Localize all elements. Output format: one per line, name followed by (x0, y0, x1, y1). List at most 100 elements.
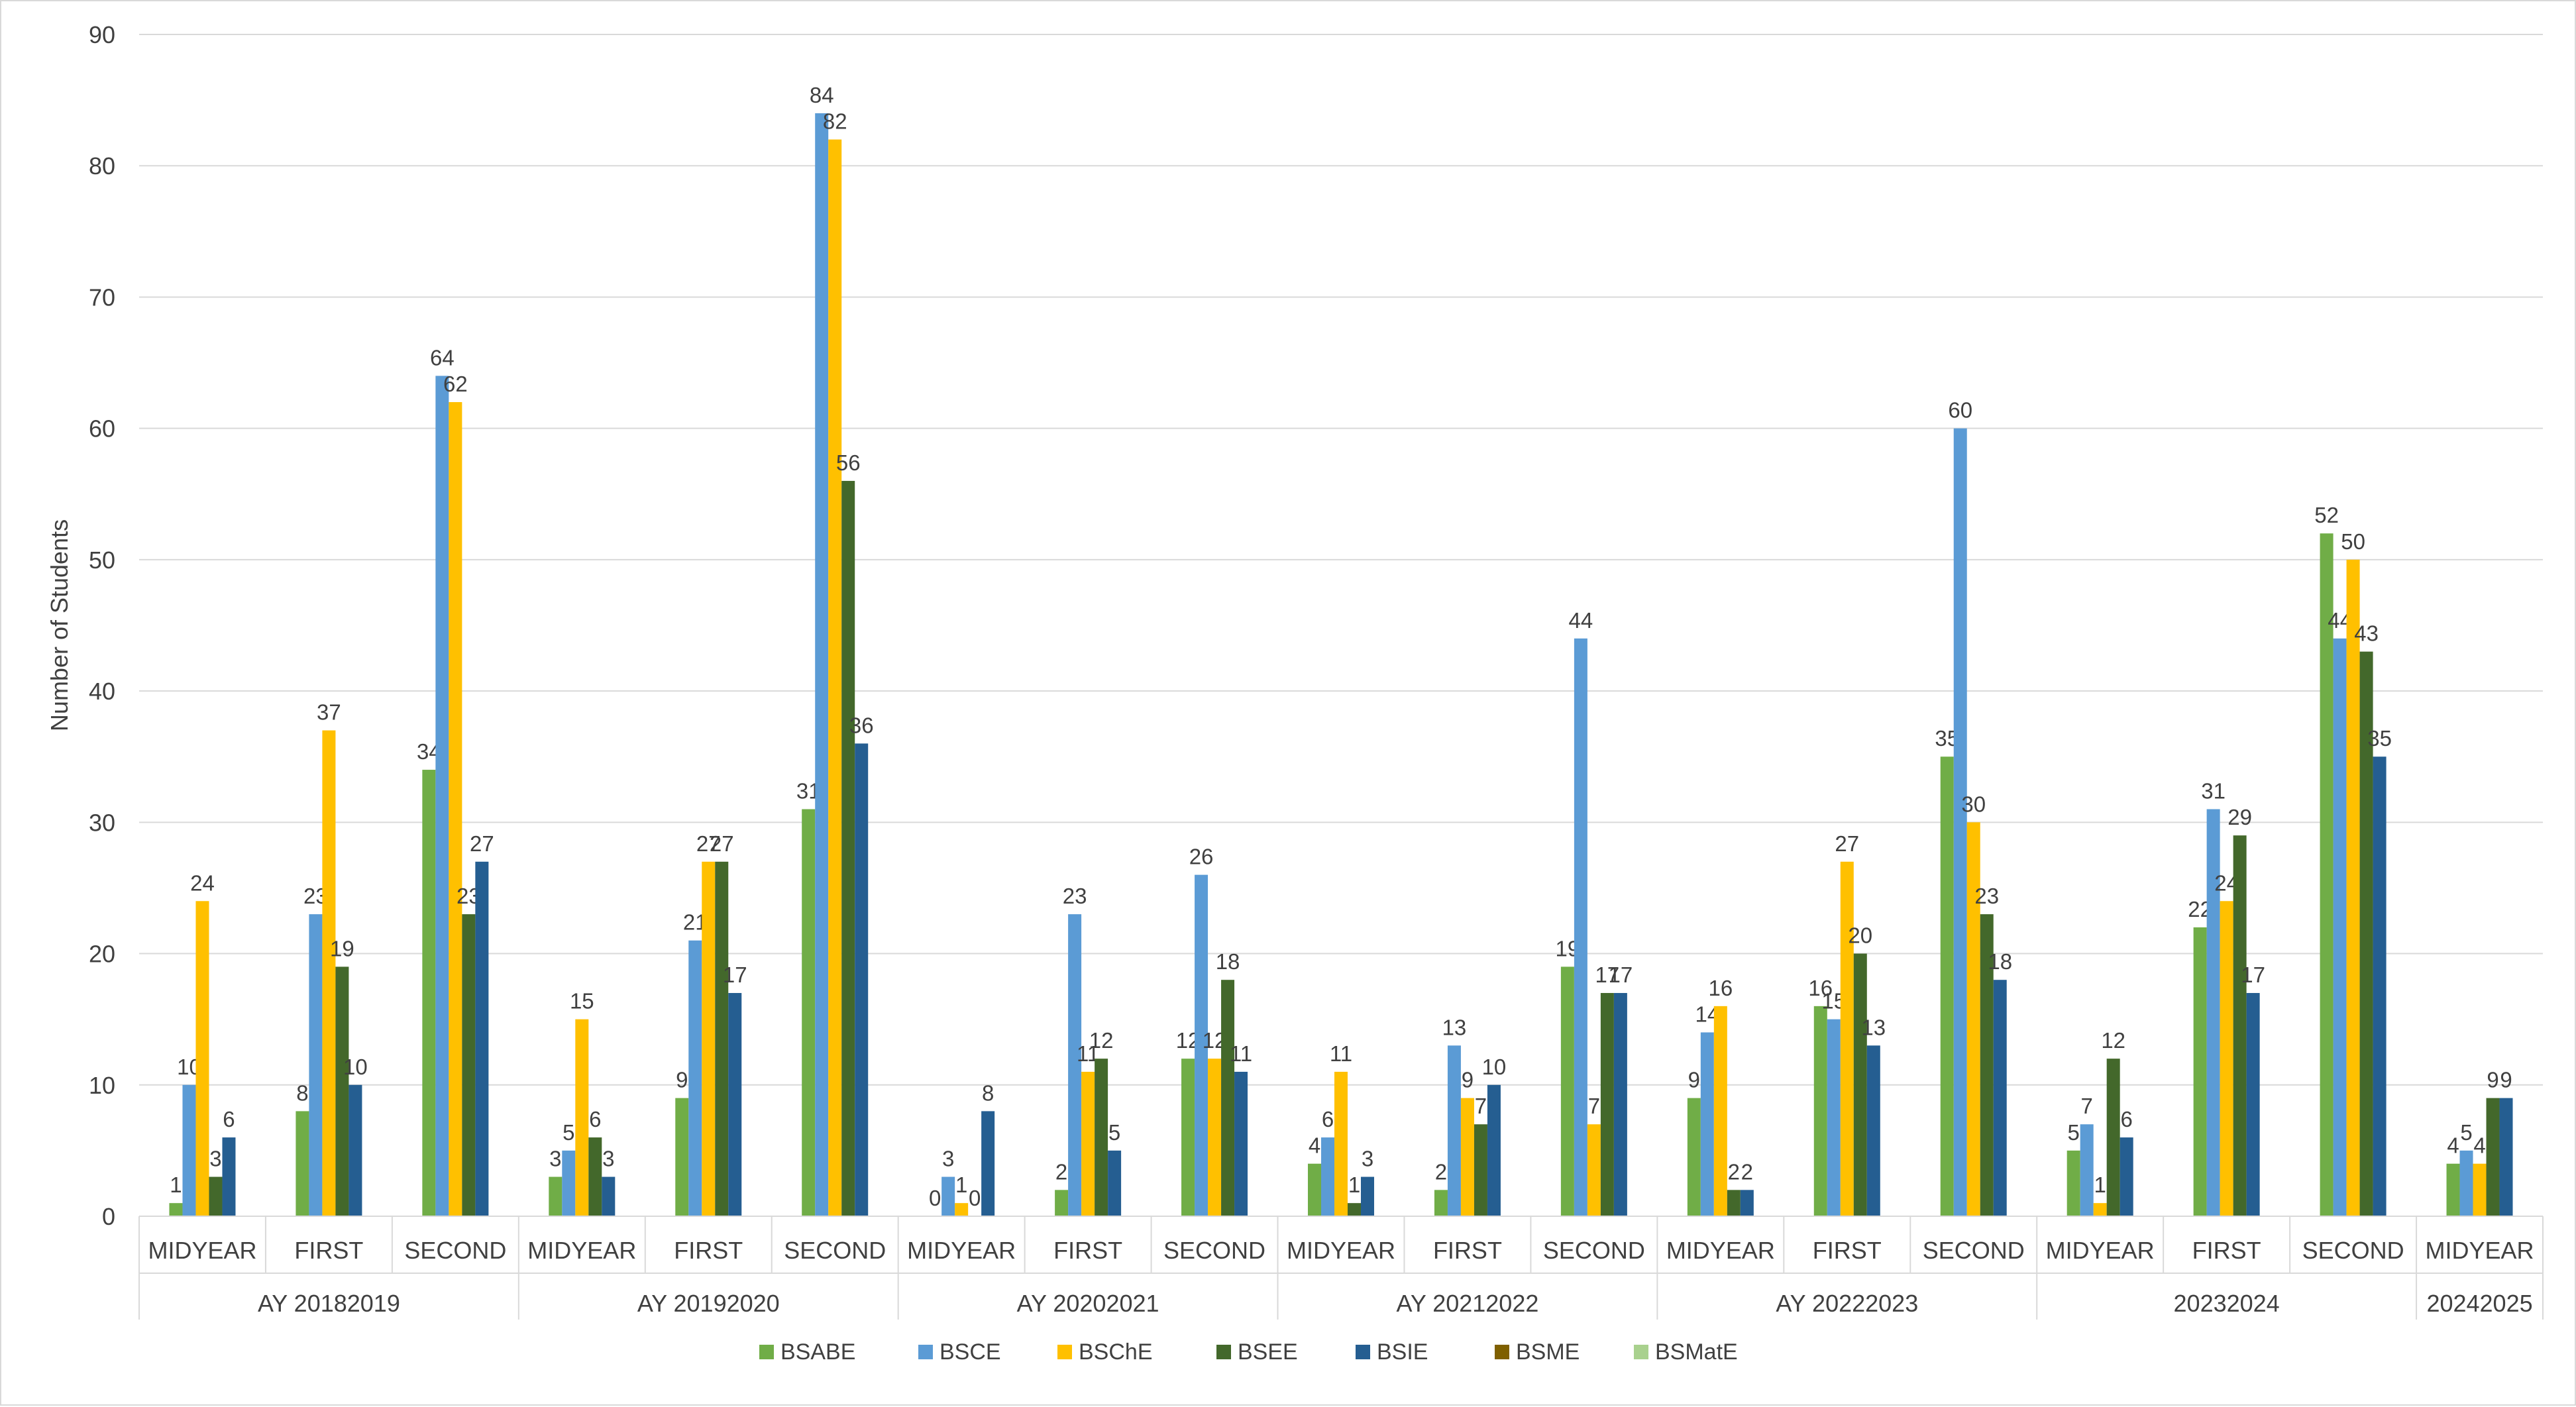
x-tick-label: SECOND (1543, 1237, 1645, 1264)
bar-bsche-18 (2473, 1163, 2487, 1216)
bar-bsee-10 (1474, 1124, 1487, 1216)
data-label: 3 (602, 1147, 614, 1171)
bar-bsie-12 (1740, 1190, 1754, 1216)
legend-swatch-bsmate (1634, 1345, 1648, 1359)
data-label: 26 (1189, 845, 1214, 869)
y-tick-label: 90 (89, 21, 115, 48)
bar-bsche-10 (1460, 1098, 1474, 1216)
x-tick-label: FIRST (1813, 1237, 1882, 1264)
x-group-label: AY 20212022 (1397, 1290, 1539, 1317)
data-label: 5 (2068, 1120, 2080, 1145)
data-label: 27 (710, 831, 734, 856)
data-label: 3 (1362, 1147, 1373, 1171)
data-label: 15 (570, 989, 594, 1014)
bar-bsie-8 (1234, 1071, 1248, 1216)
bar-bsabe-5 (802, 809, 816, 1216)
data-label: 9 (676, 1068, 688, 1092)
data-label: 17 (1609, 963, 1633, 987)
bar-bsche-3 (575, 1019, 589, 1216)
bar-bsche-5 (828, 139, 842, 1217)
data-label: 9 (2500, 1068, 2512, 1092)
bar-bsche-0 (195, 901, 209, 1216)
y-tick-label: 10 (89, 1072, 115, 1099)
x-group-label: AY 20192020 (637, 1290, 780, 1317)
data-label: 0 (969, 1186, 981, 1210)
data-label: 84 (810, 83, 834, 107)
bar-bsche-6 (955, 1203, 969, 1216)
bar-bsabe-15 (2066, 1150, 2080, 1216)
legend-swatch-bsme (1495, 1345, 1509, 1359)
bar-bsie-3 (602, 1176, 616, 1216)
bar-bsce-18 (2459, 1150, 2473, 1216)
bar-bsie-15 (2120, 1137, 2133, 1216)
legend-label-bsche: BSChE (1079, 1339, 1153, 1365)
bar-bsee-2 (462, 914, 476, 1216)
data-label: 3 (549, 1147, 561, 1171)
x-tick-label: FIRST (1433, 1237, 1502, 1264)
bar-bsabe-7 (1055, 1190, 1069, 1216)
data-label: 43 (2354, 621, 2379, 646)
bar-bsce-5 (815, 113, 829, 1216)
y-tick-label: 50 (89, 547, 115, 574)
data-label: 7 (1475, 1094, 1487, 1118)
bar-bsee-14 (1980, 914, 1994, 1216)
bar-bsce-16 (2206, 809, 2220, 1216)
bar-bsie-2 (475, 861, 489, 1216)
legend-swatch-bsce (918, 1345, 933, 1359)
bar-bsie-10 (1487, 1084, 1501, 1216)
legend-label-bsce: BSCE (939, 1339, 1001, 1365)
bar-bsabe-8 (1181, 1059, 1195, 1216)
bar-bsee-1 (335, 966, 349, 1216)
data-label: 6 (589, 1107, 601, 1131)
data-label: 35 (2367, 726, 2392, 751)
data-label: 12 (1089, 1028, 1114, 1053)
bar-bsie-6 (981, 1111, 995, 1216)
data-label: 7 (2081, 1094, 2093, 1118)
bar-bsee-9 (1348, 1203, 1361, 1216)
bar-bsabe-16 (2193, 927, 2207, 1216)
data-label: 7 (1588, 1094, 1600, 1118)
y-tick-label: 70 (89, 284, 115, 311)
bar-bsie-9 (1361, 1176, 1374, 1216)
data-label: 27 (696, 831, 721, 856)
data-label: 64 (430, 345, 455, 370)
bar-bsee-11 (1600, 993, 1614, 1216)
bar-bsce-6 (941, 1176, 955, 1216)
bar-bsce-7 (1068, 914, 1082, 1216)
data-label: 9 (2487, 1068, 2498, 1092)
data-label: 17 (723, 963, 747, 987)
x-group-label: 20232024 (2174, 1290, 2280, 1317)
data-label: 11 (1230, 1041, 1252, 1066)
data-label: 5 (1108, 1120, 1120, 1145)
data-label: 1 (955, 1172, 967, 1197)
bar-bsche-15 (2093, 1203, 2107, 1216)
legend-swatch-bsee (1216, 1345, 1231, 1359)
data-label: 10 (1482, 1055, 1507, 1079)
data-label: 12 (2101, 1028, 2125, 1053)
x-group-label: AY 20182019 (258, 1290, 400, 1317)
bar-bsee-8 (1221, 980, 1235, 1216)
x-tick-label: MIDYEAR (2046, 1237, 2155, 1264)
data-label: 13 (1442, 1015, 1467, 1039)
bar-bsee-15 (2106, 1059, 2120, 1216)
data-label: 50 (2341, 529, 2365, 554)
x-group-label: 20242025 (2426, 1290, 2532, 1317)
bar-bsabe-4 (675, 1098, 689, 1216)
bar-bsee-7 (1095, 1059, 1108, 1216)
data-label: 31 (2201, 779, 2226, 804)
x-tick-label: MIDYEAR (148, 1237, 256, 1264)
data-label: 4 (1309, 1133, 1320, 1158)
x-tick-label: MIDYEAR (1287, 1237, 1395, 1264)
data-label: 20 (1848, 923, 1872, 948)
data-label: 23 (1974, 884, 1999, 908)
bar-bsce-14 (1953, 428, 1967, 1216)
bar-bsie-1 (349, 1084, 362, 1216)
legend-label-bsee: BSEE (1238, 1339, 1298, 1365)
legend-label-bsmate: BSMatE (1655, 1339, 1738, 1365)
bar-bsabe-9 (1308, 1163, 1321, 1216)
bar-bsche-12 (1713, 1006, 1727, 1216)
bar-bsce-8 (1195, 874, 1208, 1216)
data-label: 52 (2314, 503, 2339, 527)
legend-swatch-bsche (1057, 1345, 1072, 1359)
x-tick-label: SECOND (404, 1237, 506, 1264)
